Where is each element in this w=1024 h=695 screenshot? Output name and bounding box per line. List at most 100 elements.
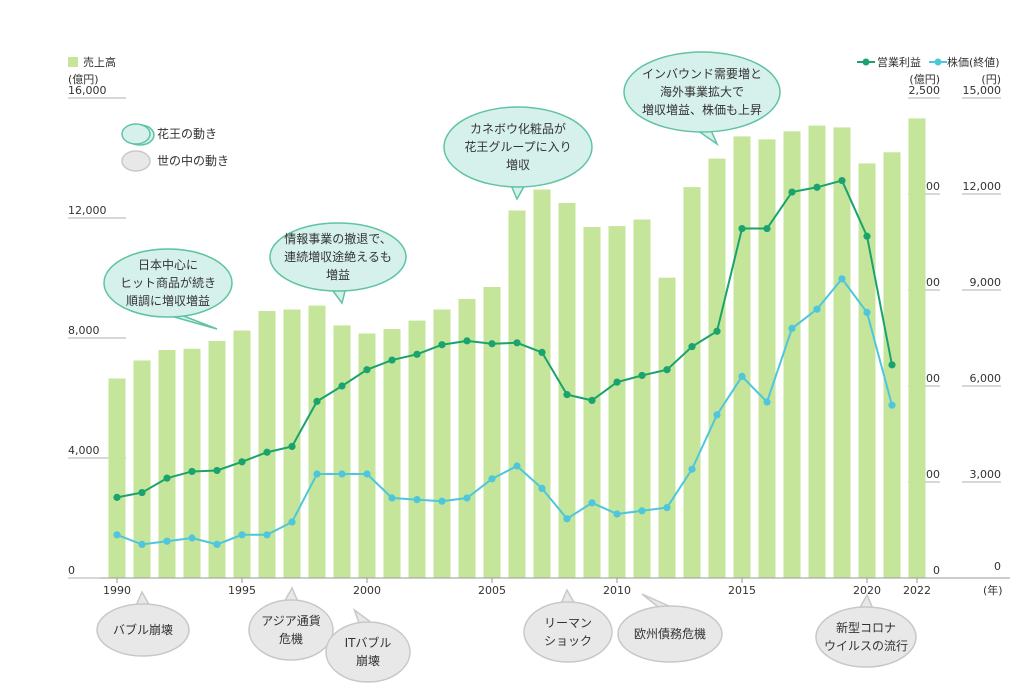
x-tick-label: 2022	[903, 584, 931, 597]
kao-callout-text: 増収増益、株価も上昇	[642, 102, 762, 117]
op-profit-point	[263, 448, 271, 456]
sales-legend-swatch	[68, 57, 78, 67]
op-profit-point	[688, 343, 696, 351]
op-profit-point	[563, 391, 571, 399]
sales-bar	[183, 348, 201, 578]
op-profit-legend-label: 営業利益	[877, 55, 921, 69]
op-profit-point	[138, 488, 146, 497]
op-profit-point	[888, 361, 896, 369]
left-tick-label: 8,000	[68, 324, 100, 337]
stock-point	[513, 462, 521, 470]
sales-bar	[208, 341, 226, 578]
world-callout-bubble-fill	[817, 608, 915, 666]
kao-callout-text: インバウンド需要増と	[642, 67, 762, 81]
stock-point	[163, 537, 171, 545]
op-profit-point	[513, 339, 521, 347]
sales-bar	[258, 311, 276, 578]
world-callout-bubble-fill	[619, 607, 721, 661]
op-profit-point	[763, 224, 771, 233]
sales-bar	[108, 378, 126, 578]
world-callout-text: アジア通貨	[261, 613, 321, 628]
op-profit-point	[463, 337, 471, 345]
stock-point	[563, 515, 571, 523]
kao-callout-text: 海外事業拡大で	[660, 84, 744, 99]
x-tick-label: 1990	[103, 584, 131, 597]
right2-zero-label: 0	[994, 560, 1001, 573]
kao-callout-text: 花王グループに入り	[464, 139, 571, 154]
stock-point	[263, 531, 271, 539]
stock-point	[363, 470, 371, 478]
sales-bar	[458, 299, 476, 578]
op-profit-series	[113, 176, 896, 501]
right1-tick-label: 2,500	[909, 84, 941, 97]
kao-callout-bubble-fill	[445, 108, 591, 186]
left-tick-label: 0	[68, 564, 75, 577]
kao-callout-text: 日本中心に	[138, 257, 198, 272]
sales-bar	[783, 131, 801, 579]
world-callout-text: 崩壊	[356, 654, 380, 668]
stock-point	[213, 540, 221, 549]
sales-bar	[408, 320, 426, 578]
op-profit-point	[713, 327, 721, 335]
sales-bar	[908, 118, 926, 579]
sales-bar	[483, 287, 501, 578]
stock-point	[288, 518, 296, 526]
sales-bar	[833, 127, 851, 579]
sales-bar	[683, 187, 701, 578]
right2-tick-label: 3,000	[970, 468, 1002, 481]
stock-point	[438, 497, 446, 505]
op-profit-point	[388, 356, 396, 364]
op-profit-point	[738, 224, 746, 233]
sales-bar	[333, 325, 351, 578]
left-tick-label: 12,000	[68, 204, 107, 217]
stock-legend-dot	[934, 58, 942, 66]
stock-point	[138, 540, 146, 549]
op-profit-point	[788, 188, 796, 196]
op-profit-point	[863, 232, 871, 240]
stock-point	[463, 494, 471, 502]
sales-bar	[308, 305, 326, 578]
op-profit-point	[613, 378, 621, 386]
stock-legend-label: 株価(終値)	[947, 55, 1000, 69]
op-profit-point	[363, 366, 371, 374]
sales-bar	[758, 139, 776, 578]
op-profit-point	[538, 348, 546, 356]
world-callout-text: バブル崩壊	[113, 622, 173, 637]
left-tick-label: 16,000	[68, 84, 107, 97]
sales-bar	[158, 350, 176, 578]
left-axis-unit: (億円)	[68, 73, 99, 86]
sales-bar	[558, 203, 576, 578]
stock-point	[388, 494, 396, 502]
op-profit-point	[188, 467, 196, 476]
right2-tick-label: 6,000	[970, 372, 1002, 385]
sales-bar	[433, 309, 451, 578]
op-profit-point	[113, 493, 121, 501]
sales-bar	[383, 329, 401, 578]
world-callout-bubble-fill	[525, 603, 611, 661]
right2-tick-label: 15,000	[963, 84, 1002, 97]
sales-bar	[858, 163, 876, 578]
stock-point	[713, 411, 721, 419]
x-axis: 1990 1995 2000 2005 2010 2015 2020 2022	[103, 578, 931, 597]
sales-bar	[658, 277, 676, 578]
op-profit-legend-dot	[862, 58, 870, 66]
op-profit-point	[163, 474, 171, 482]
world-callout-bubble-fill	[327, 623, 409, 681]
stock-point	[488, 475, 496, 483]
world-callout-text: 危機	[279, 631, 303, 646]
world-callout-text: ITバブル	[345, 635, 392, 650]
stock-point	[663, 504, 671, 512]
kao-callout-text: 情報事業の撤退で、	[284, 231, 392, 246]
op-profit-line	[116, 179, 893, 499]
stock-legend: 株価(終値)	[929, 55, 1000, 69]
stock-point	[788, 324, 796, 332]
sales-bar	[533, 189, 551, 578]
world-moves-legend-label: 世の中の動き	[157, 153, 229, 168]
right2-axis-unit: (円)	[981, 73, 1001, 86]
sales-bar	[508, 210, 526, 578]
op-profit-point	[238, 458, 246, 466]
x-tick-label: 1995	[228, 584, 256, 597]
stock-point	[613, 510, 621, 518]
